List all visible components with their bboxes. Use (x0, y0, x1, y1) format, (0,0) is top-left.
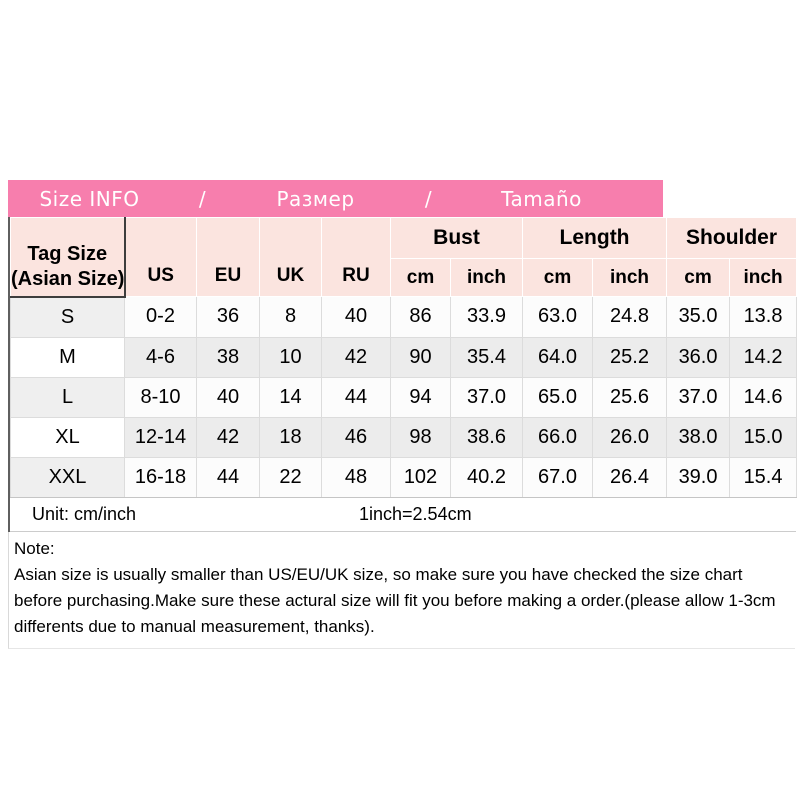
cell-shoulder-inch: 13.8 (729, 296, 798, 338)
corner-header-tag-size: Tag Size (Asian Size) (10, 217, 126, 298)
cell-length-cm: 64.0 (522, 336, 594, 378)
size-table: Tag Size (Asian Size) US EU UK RU Bust L… (10, 217, 798, 498)
cell-us: 12-14 (124, 416, 197, 458)
cell-eu: 38 (196, 336, 260, 378)
inch-conversion-label: 1inch=2.54cm (359, 503, 472, 524)
sub-header-shoulder-cm: cm (666, 258, 731, 297)
cell-us: 0-2 (124, 296, 197, 338)
cell-uk: 18 (259, 416, 322, 458)
cell-shoulder-cm: 38.0 (666, 416, 731, 458)
cell-us: 4-6 (124, 336, 197, 378)
cell-us: 8-10 (124, 376, 197, 418)
table-row-m: M 4-6 38 10 42 90 35.4 64.0 25.2 36.0 14… (10, 336, 798, 378)
table-row-xl: XL 12-14 42 18 46 98 38.6 66.0 26.0 38.0… (10, 416, 798, 458)
cell-length-inch: 26.0 (592, 416, 668, 458)
header-row-units: cm inch cm inch cm inch (11, 258, 798, 297)
cell-bust-cm: 90 (390, 336, 451, 378)
banner-label-razmer: Размер (276, 186, 355, 211)
cell-length-inch: 24.8 (592, 296, 668, 338)
cell-bust-inch: 37.0 (449, 376, 524, 418)
cell-bust-inch: 40.2 (449, 456, 524, 498)
group-header-shoulder: Shoulder (666, 217, 798, 259)
cell-bust-cm: 94 (390, 376, 451, 418)
cell-length-cm: 63.0 (522, 296, 594, 338)
cell-eu: 44 (196, 456, 260, 498)
cell-eu: 36 (196, 296, 260, 338)
cell-ru: 48 (321, 456, 391, 498)
cell-shoulder-cm: 39.0 (666, 456, 731, 498)
cell-tag-size: XXL (10, 456, 125, 498)
unit-row: Unit: cm/inch 1inch=2.54cm (10, 498, 796, 532)
cell-uk: 10 (259, 336, 322, 378)
cell-bust-cm: 102 (390, 456, 451, 498)
size-info-banner: Size INFO / Размер / Tamaño (8, 180, 663, 217)
cell-bust-cm: 98 (390, 416, 451, 458)
cell-eu: 42 (196, 416, 260, 458)
cell-uk: 22 (259, 456, 322, 498)
banner-label-tamano: Tamaño (501, 186, 582, 211)
group-header-length: Length (522, 217, 668, 259)
cell-shoulder-cm: 35.0 (666, 296, 731, 338)
sub-header-length-inch: inch (592, 258, 668, 297)
cell-bust-inch: 35.4 (449, 336, 524, 378)
cell-ru: 40 (321, 296, 391, 338)
cell-length-inch: 26.4 (592, 456, 668, 498)
table-row-l: L 8-10 40 14 44 94 37.0 65.0 25.6 37.0 1… (10, 376, 798, 418)
corner-header-line1: Tag Size (27, 242, 108, 265)
cell-shoulder-cm: 37.0 (666, 376, 731, 418)
cell-bust-inch: 38.6 (449, 416, 524, 458)
cell-tag-size: M (10, 336, 125, 378)
cell-length-inch: 25.2 (592, 336, 668, 378)
cell-tag-size: L (10, 376, 125, 418)
cell-length-cm: 67.0 (522, 456, 594, 498)
col-header-uk: UK (259, 217, 322, 297)
table-row-s: S 0-2 36 8 40 86 33.9 63.0 24.8 35.0 13.… (10, 296, 798, 338)
cell-tag-size: XL (10, 416, 125, 458)
col-header-eu: EU (196, 217, 260, 297)
sub-header-bust-cm: cm (390, 258, 451, 297)
banner-slash-1: / (198, 186, 207, 211)
cell-tag-size: S (10, 296, 125, 338)
cell-bust-inch: 33.9 (449, 296, 524, 338)
size-table-wrap: Tag Size (Asian Size) US EU UK RU Bust L… (8, 217, 798, 532)
cell-length-cm: 66.0 (522, 416, 594, 458)
banner-slash-2: / (424, 186, 433, 211)
note-section: Note: Asian size is usually smaller than… (8, 531, 795, 649)
cell-eu: 40 (196, 376, 260, 418)
col-header-ru: RU (321, 217, 391, 297)
size-chart-sheet: Size INFO / Размер / Tamaño Tag Size (As… (8, 180, 798, 649)
banner-label-size-info: Size INFO (39, 186, 140, 211)
cell-ru: 46 (321, 416, 391, 458)
col-header-us: US (124, 217, 197, 297)
cell-uk: 14 (259, 376, 322, 418)
group-header-bust: Bust (389, 217, 524, 259)
cell-ru: 42 (321, 336, 391, 378)
cell-shoulder-inch: 14.6 (729, 376, 798, 418)
note-body: Asian size is usually smaller than US/EU… (14, 564, 776, 636)
cell-shoulder-inch: 15.0 (729, 416, 798, 458)
unit-label: Unit: cm/inch (32, 503, 137, 524)
corner-header-line2: (Asian Size) (11, 267, 125, 290)
cell-bust-cm: 86 (390, 296, 451, 338)
cell-ru: 44 (321, 376, 391, 418)
cell-uk: 8 (259, 296, 322, 338)
note-heading: Note: (14, 538, 55, 558)
cell-shoulder-cm: 36.0 (666, 336, 731, 378)
table-row-xxl: XXL 16-18 44 22 48 102 40.2 67.0 26.4 39… (10, 456, 798, 498)
cell-shoulder-inch: 15.4 (729, 456, 798, 498)
sub-header-shoulder-inch: inch (729, 258, 798, 297)
header-row-groups: Tag Size (Asian Size) US EU UK RU Bust L… (10, 217, 798, 298)
sub-header-bust-inch: inch (449, 258, 524, 297)
sub-header-length-cm: cm (522, 258, 594, 297)
cell-length-inch: 25.6 (592, 376, 668, 418)
cell-shoulder-inch: 14.2 (729, 336, 798, 378)
cell-length-cm: 65.0 (522, 376, 594, 418)
cell-us: 16-18 (124, 456, 197, 498)
